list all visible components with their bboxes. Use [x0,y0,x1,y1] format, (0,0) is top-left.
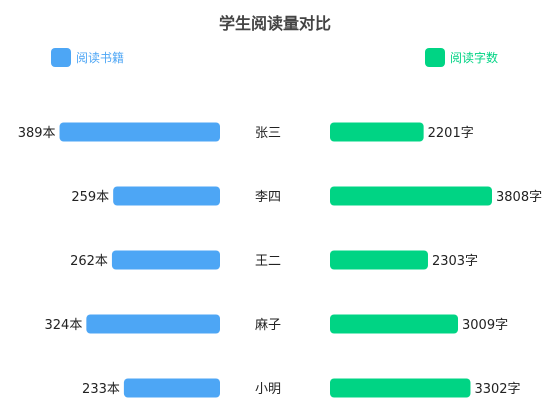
legend-label-words: 阅读字数 [450,50,499,65]
legend-swatch-books [51,47,71,67]
category-label: 小明 [255,382,281,397]
category-label: 王二 [255,254,281,269]
legend-item-words[interactable]: 阅读字数 [425,47,498,67]
bar-words[interactable] [330,122,424,142]
legend-label-books: 阅读书籍 [76,50,125,65]
bar-words[interactable] [330,186,492,206]
value-label-words: 2303字 [432,254,478,269]
value-label-words: 3808字 [496,190,542,205]
value-label-books: 259本 [71,190,109,205]
value-label-words: 2201字 [428,126,474,141]
chart-title: 学生阅读量对比 [218,14,331,33]
category-label: 麻子 [255,318,281,333]
category-label: 李四 [255,190,281,205]
value-label-books: 324本 [45,318,83,333]
bar-words[interactable] [330,378,471,398]
value-label-books: 262本 [70,254,108,269]
bar-books[interactable] [123,378,220,398]
bar-books[interactable] [59,122,220,142]
bar-books[interactable] [86,314,220,334]
bar-books[interactable] [111,250,220,270]
value-label-books: 233本 [82,382,120,397]
legend-item-books[interactable]: 阅读书籍 [51,47,124,67]
value-label-words: 3009字 [462,318,508,333]
category-label: 张三 [255,126,281,141]
bar-words[interactable] [330,250,428,270]
bar-words[interactable] [330,314,459,334]
value-label-books: 389本 [18,126,56,141]
value-label-words: 3302字 [474,382,520,397]
legend-swatch-words [425,47,445,67]
bar-books[interactable] [113,186,220,206]
